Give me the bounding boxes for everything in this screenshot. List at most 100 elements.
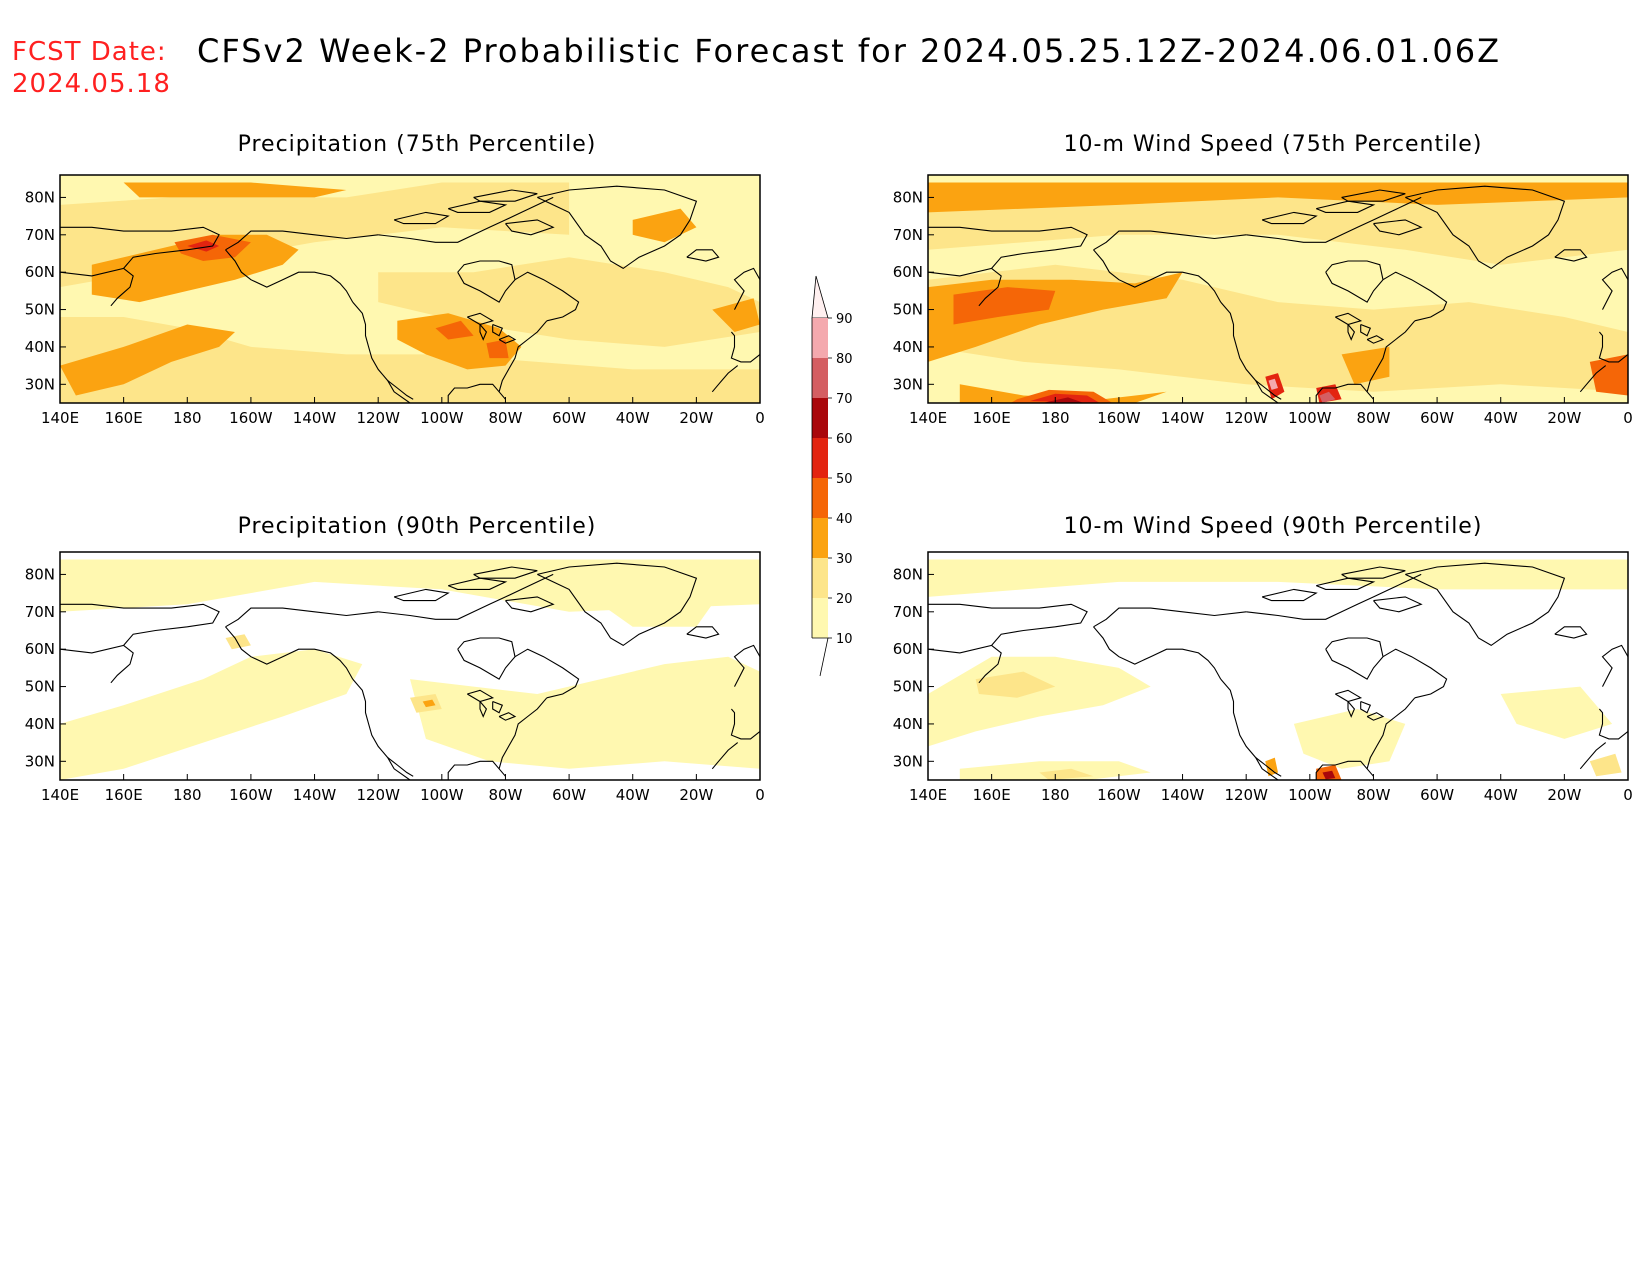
lat-tick-label: 70N	[25, 603, 55, 621]
coastline	[225, 626, 354, 680]
coastlines	[60, 562, 760, 780]
map-frame	[59, 174, 761, 404]
lon-tick-label: 120W	[1224, 786, 1268, 804]
coastline	[387, 380, 414, 400]
lat-tick-label: 50N	[893, 678, 923, 696]
lon-tick-label: 160E	[105, 786, 143, 804]
colorbar-label: 10	[836, 632, 853, 647]
lat-tick-label: 80N	[25, 565, 55, 583]
probability-contour	[1500, 686, 1613, 739]
colorbar-top-triangle	[811, 275, 829, 319]
probability-contour	[123, 182, 347, 198]
probability-contour	[486, 339, 509, 359]
coastline	[492, 323, 504, 337]
colorbar-swatch	[812, 438, 828, 478]
colorbar: 90 80 70 60 50 40 30 20 10	[811, 275, 853, 677]
lon-tick-label: 120W	[356, 409, 400, 427]
coastline	[1246, 196, 1422, 243]
probability-contour	[187, 240, 220, 252]
coastline	[1598, 708, 1628, 740]
probability-contour	[928, 559, 1628, 597]
colorbar-swatch	[812, 358, 828, 398]
lon-tick-label: 60W	[552, 409, 586, 427]
coastline	[352, 678, 411, 780]
coastlines	[928, 562, 1628, 780]
lat-tick-label: 70N	[893, 226, 923, 244]
coastline	[733, 267, 760, 310]
lon-tick-label: 40W	[616, 409, 650, 427]
colorbar-label: 50	[836, 472, 853, 487]
lon-tick-label: 40W	[1484, 786, 1518, 804]
lon-tick-label: 160W	[1097, 409, 1141, 427]
map-frame	[927, 551, 1629, 781]
probability-contour	[975, 671, 1056, 698]
probability-contour	[435, 320, 474, 340]
coastline	[1341, 189, 1406, 202]
colorbar-swatch	[812, 398, 828, 438]
coastline	[1360, 700, 1372, 714]
lon-tick-label: 80W	[488, 409, 522, 427]
map-field	[60, 175, 760, 403]
lon-tick-label: 180	[1041, 409, 1070, 427]
probability-contour	[1322, 770, 1336, 780]
lon-tick-label: 100W	[420, 786, 464, 804]
forecast-date: FCST Date: 2024.05.18	[12, 36, 171, 100]
lon-tick-label: 100W	[420, 409, 464, 427]
coastline	[1315, 383, 1368, 403]
coastline	[1601, 644, 1628, 687]
probability-contour	[953, 287, 1056, 325]
coastline	[447, 383, 500, 403]
coastline	[447, 577, 508, 590]
coastline	[473, 566, 538, 579]
lat-tick-label: 60N	[893, 263, 923, 281]
coastline	[505, 219, 555, 236]
lon-tick-label: 80W	[1356, 409, 1390, 427]
probability-contour	[60, 324, 235, 396]
map-panel-0: 140E 160E 180 160W 140W 120W 100W 80W 60W 40W 20W 0…	[25, 174, 765, 427]
lon-tick-label: 180	[1041, 786, 1070, 804]
lon-tick-label: 20W	[1547, 409, 1581, 427]
lon-tick-label: 140E	[909, 786, 947, 804]
map-field	[60, 552, 760, 780]
colorbar-label: 30	[836, 552, 853, 567]
lon-tick-label: 140E	[41, 409, 79, 427]
lon-tick-label: 160W	[229, 409, 273, 427]
coastlines	[60, 185, 760, 403]
panel-title-wind-75: 10-m Wind Speed (75th Percentile)	[1063, 132, 1483, 157]
coastline	[730, 331, 760, 363]
coastline	[498, 320, 548, 400]
probability-contour	[60, 649, 363, 780]
coastline	[730, 708, 760, 740]
lat-tick-label: 40N	[893, 715, 923, 733]
map-field	[928, 552, 1628, 780]
coastline	[1366, 320, 1416, 400]
coastlines	[928, 185, 1628, 403]
lat-tick-label: 40N	[25, 715, 55, 733]
lat-tick-label: 70N	[893, 603, 923, 621]
probability-contour	[1589, 354, 1628, 396]
coastline	[1366, 697, 1416, 777]
probability-contour	[959, 761, 1151, 780]
coastline	[479, 701, 488, 718]
lon-tick-label: 60W	[552, 786, 586, 804]
lat-tick-label: 30N	[893, 375, 923, 393]
forecast-date-value: 2024.05.18	[12, 69, 171, 99]
lon-tick-label: 140W	[1161, 409, 1205, 427]
coastline	[1382, 648, 1448, 699]
lon-tick-label: 0	[1623, 786, 1633, 804]
lat-tick-label: 40N	[893, 338, 923, 356]
coastline	[1093, 626, 1222, 680]
probability-contour	[422, 699, 436, 708]
lon-tick-label: 40W	[1484, 409, 1518, 427]
coastline	[225, 230, 379, 251]
coastline	[686, 626, 720, 639]
lat-tick-label: 50N	[25, 301, 55, 319]
lon-tick-label: 60W	[1420, 786, 1454, 804]
lon-tick-label: 160E	[973, 786, 1011, 804]
colorbar-swatch	[812, 598, 828, 638]
coastline	[711, 365, 739, 393]
probability-contour	[712, 298, 760, 332]
coastline	[1601, 267, 1628, 310]
coastline	[1261, 211, 1318, 225]
probability-contour	[60, 317, 760, 403]
